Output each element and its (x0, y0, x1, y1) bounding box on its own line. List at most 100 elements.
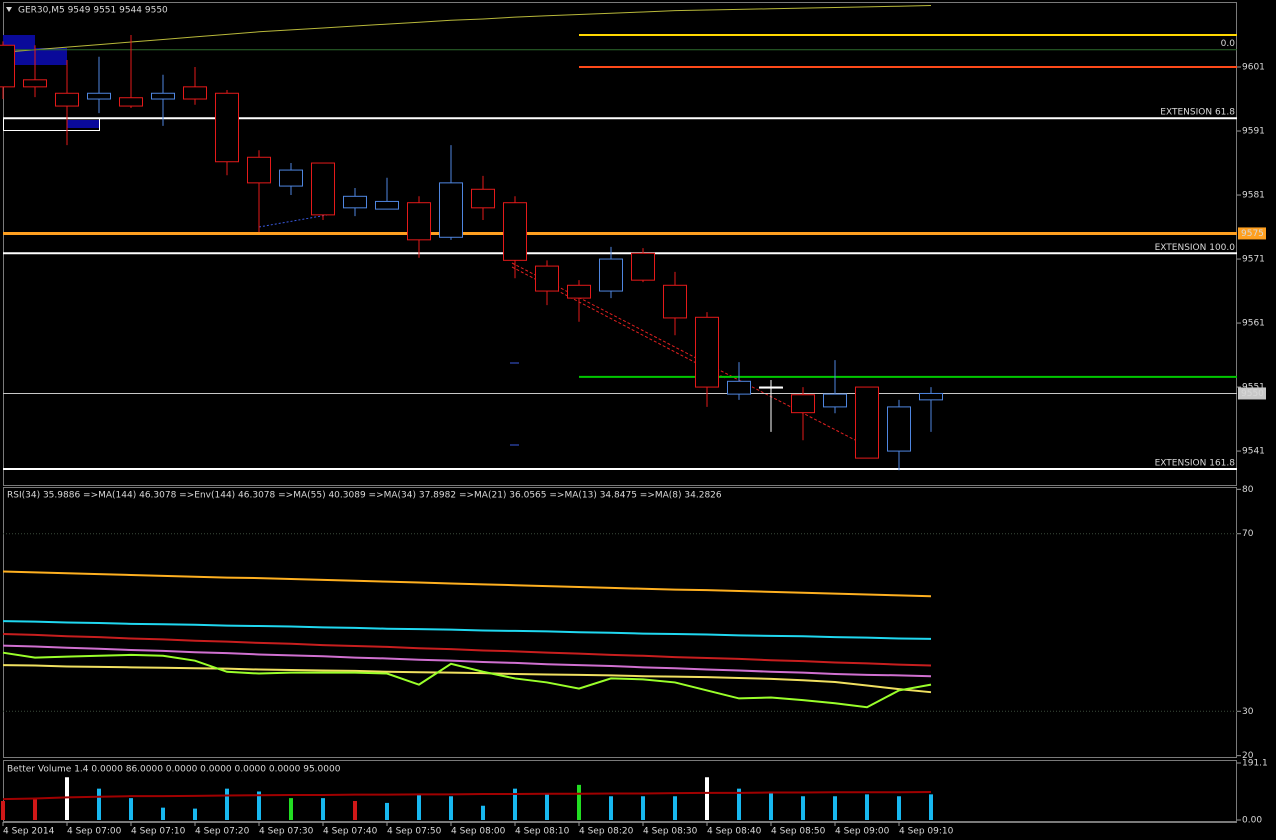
y-tick-label: 80 (1242, 485, 1254, 495)
volume-bar (577, 784, 581, 820)
volume-bar (129, 798, 133, 820)
main-frame (3, 2, 1237, 486)
candle-body (151, 92, 175, 100)
volume-bar (33, 799, 37, 820)
volume-bar (257, 791, 261, 820)
volume-bar (769, 791, 773, 820)
rsi-title: RSI(34) 35.9886 =>MA(144) 46.3078 =>Env(… (7, 491, 722, 501)
candle-body (87, 92, 111, 100)
candle-body (407, 202, 431, 241)
moving-average (2, 5, 932, 53)
y-tick-label: 30 (1242, 707, 1254, 717)
indicator-line (2, 620, 932, 640)
level-value: 9575 (1241, 229, 1264, 239)
y-tick-label: 0.00 (1242, 816, 1262, 826)
candle-body (759, 386, 783, 389)
volume-bar (545, 793, 549, 820)
volume-bar (641, 796, 645, 820)
x-tick-label: 4 Sep 08:00 (451, 827, 506, 837)
volume-title: Better Volume 1.4 0.0000 86.0000 0.0000 … (7, 765, 341, 775)
level-box (1238, 227, 1266, 240)
y-tick-label: 20 (1242, 751, 1254, 761)
candle-body (823, 393, 847, 408)
candle-body (727, 380, 751, 395)
level-value: 9550 (1241, 389, 1264, 399)
indicator-line (2, 664, 932, 694)
x-tick-label: 4 Sep 08:50 (771, 827, 826, 837)
candle-body (631, 252, 655, 281)
candle-body (23, 79, 47, 88)
x-tick-label: 4 Sep 09:10 (899, 827, 954, 837)
volume-bar (897, 796, 901, 820)
y-tick-label: 9561 (1242, 319, 1265, 329)
candle-body (247, 156, 271, 184)
candle-body (343, 195, 367, 209)
y-tick-label: 9591 (1242, 127, 1265, 137)
menu-arrow (6, 7, 12, 12)
x-tick-label: 4 Sep 07:50 (387, 827, 442, 837)
candle-body (887, 406, 911, 452)
x-tick-label: 4 Sep 07:20 (195, 827, 250, 837)
candle-body (663, 284, 687, 319)
indicator-line (2, 644, 932, 678)
volume-bar (289, 798, 293, 820)
volume-bar (865, 794, 869, 820)
volume-bar (705, 777, 709, 820)
candle-body (791, 394, 815, 414)
y-tick-label: 191.1 (1242, 759, 1268, 769)
y-tick-label: 9541 (1242, 447, 1265, 457)
candle-body (279, 169, 303, 187)
x-tick-label: 4 Sep 08:20 (579, 827, 634, 837)
level-label: EXTENSION 100.0 (1155, 243, 1236, 253)
volume-bar (801, 796, 805, 820)
y-tick-label: 70 (1242, 529, 1254, 539)
candle-body (375, 200, 399, 210)
volume-bar (449, 796, 453, 820)
volume-bar (481, 805, 485, 820)
chart-title: GER30,M5 9549 9551 9544 9550 (18, 6, 168, 16)
candle-body (183, 86, 207, 100)
x-tick-label: 4 Sep 07:00 (67, 827, 122, 837)
volume-bar (353, 801, 357, 820)
volume-bar (609, 796, 613, 820)
candle-body (471, 188, 495, 209)
x-tick-label: 4 Sep 2014 (3, 827, 55, 837)
rsi-frame (3, 487, 1237, 758)
volume-bar (737, 788, 741, 820)
level-label: EXTENSION 161.8 (1155, 458, 1236, 468)
volume-bar (833, 796, 837, 820)
y-tick-label: 9601 (1242, 63, 1265, 73)
volume-bar (673, 796, 677, 820)
candle-body (855, 386, 879, 459)
volume-bar (321, 798, 325, 820)
indicator-line (2, 570, 932, 598)
volume-bar (385, 802, 389, 820)
volume-frame (3, 760, 1237, 822)
x-tick-label: 4 Sep 08:10 (515, 827, 570, 837)
volume-bar (65, 777, 69, 820)
candle-body (439, 182, 463, 238)
x-tick-label: 4 Sep 08:40 (707, 827, 762, 837)
candle-body (535, 265, 559, 292)
candle-body (311, 162, 335, 216)
volume-bar (225, 788, 229, 820)
candle-body (215, 92, 239, 163)
y-tick-label: 9581 (1242, 191, 1265, 201)
candle-body (0, 44, 15, 88)
candle-body (567, 284, 591, 299)
candle-body (919, 392, 943, 401)
volume-bar (97, 788, 101, 820)
volume-bar (161, 807, 165, 820)
volume-bar (417, 794, 421, 820)
volume-average (2, 790, 932, 801)
trend-line (258, 214, 328, 228)
x-tick-label: 4 Sep 07:10 (131, 827, 186, 837)
volume-bar (929, 794, 933, 820)
x-tick-label: 4 Sep 09:00 (835, 827, 890, 837)
level-box (1238, 387, 1266, 400)
volume-bar (513, 788, 517, 820)
level-label: EXTENSION 61.8 (1160, 108, 1235, 118)
plot-layer: 96019591958195719561955195410.0EXTENSION… (0, 5, 1268, 837)
